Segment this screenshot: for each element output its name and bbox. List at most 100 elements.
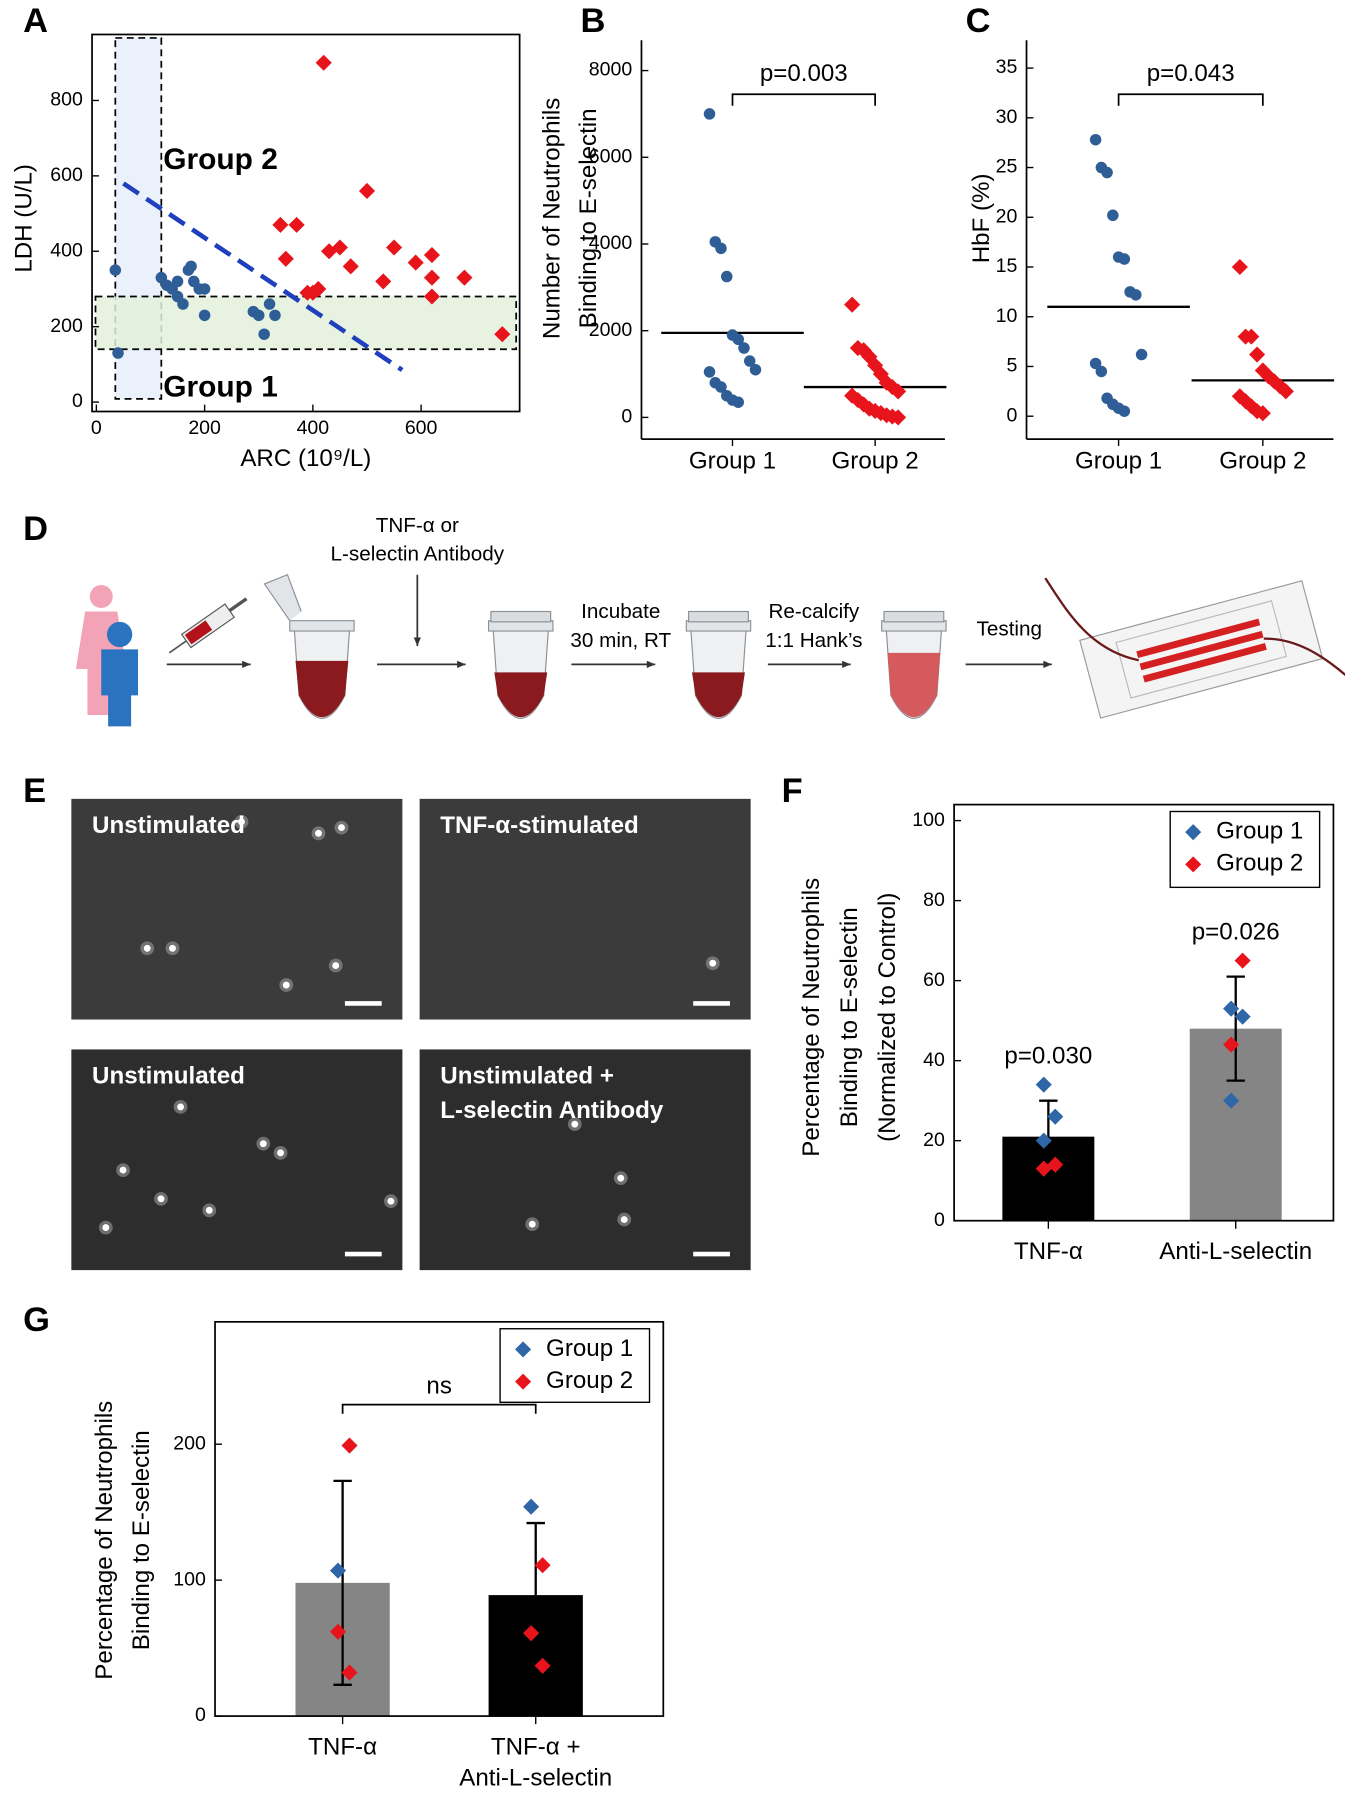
arrow-head: [842, 660, 851, 668]
y-tick-label: 6000: [589, 145, 633, 167]
tube-rim: [289, 620, 355, 632]
tube-cap: [688, 610, 749, 623]
panel-letter: F: [782, 772, 803, 810]
point: [1118, 405, 1131, 417]
y-axis-label: Number of Neutrophils: [538, 98, 565, 339]
plot-frame: [91, 33, 521, 413]
point: [109, 264, 122, 276]
y-tick-label: 40: [923, 1049, 945, 1071]
y-tick-label: 10: [996, 305, 1018, 327]
y-tick-label: 25: [996, 156, 1018, 178]
person-icon: [106, 621, 133, 648]
arrow-head: [1043, 660, 1052, 668]
group-label: Group 2: [163, 143, 278, 176]
image-label: TNF-α-stimulated: [440, 812, 638, 839]
device-channel: [1136, 618, 1261, 659]
cell: [143, 944, 151, 952]
point: [732, 333, 744, 346]
y-axis-label: HbF (%): [968, 173, 995, 263]
y-tick-label: 2000: [589, 319, 633, 341]
y-tick-label: 100: [173, 1568, 206, 1590]
point: [310, 280, 327, 298]
legend-frame: [499, 1328, 651, 1403]
device-chip: [1115, 600, 1288, 699]
device-channel: [1139, 630, 1264, 671]
cell: [169, 944, 176, 952]
point: [721, 270, 733, 283]
bar-annotation: p=0.030: [1004, 1042, 1092, 1069]
person-icon: [89, 585, 113, 609]
point: [523, 1625, 540, 1642]
point: [1234, 1008, 1251, 1025]
comparison-label: ns: [426, 1373, 451, 1400]
y-axis-label: Binding to E-selectin: [575, 108, 602, 328]
point: [743, 355, 756, 367]
point: [198, 309, 211, 322]
device-tubing: [1044, 577, 1139, 662]
error-bar: [333, 1479, 352, 1686]
panel-letter: D: [23, 510, 48, 548]
cell: [157, 1195, 165, 1203]
legend-label: Group 2: [546, 1367, 633, 1394]
tube-cap: [263, 573, 302, 622]
legend-label: Group 1: [546, 1335, 633, 1362]
point: [738, 342, 750, 354]
panel-letter: B: [581, 2, 606, 40]
diagram-text: Re-calcify: [769, 600, 860, 623]
point: [1089, 357, 1102, 370]
cell: [315, 829, 322, 837]
y-tick-label: 5: [1006, 355, 1017, 377]
point: [329, 1562, 347, 1579]
bar-annotation: p=0.026: [1192, 918, 1280, 945]
y-tick-label: 30: [996, 106, 1018, 128]
cell: [259, 1140, 267, 1148]
device-icon: [1044, 577, 1345, 719]
tube-cap: [883, 610, 945, 623]
point: [1223, 1000, 1240, 1017]
point: [1101, 166, 1113, 179]
x-tick-label: TNF-α: [308, 1734, 377, 1761]
y-band: [94, 295, 518, 351]
point: [112, 347, 124, 359]
legend-marker: [1185, 824, 1202, 841]
legend-marker: [515, 1341, 532, 1358]
diagram-text: Testing: [977, 617, 1043, 640]
image-label: Unstimulated: [92, 812, 245, 839]
legend-marker: [515, 1373, 532, 1390]
cell: [119, 1166, 127, 1174]
x-tick-label: 200: [188, 417, 221, 439]
y-axis-label: Percentage of Neutrophils: [91, 1401, 118, 1680]
diagram-text: TNF-α or: [376, 514, 459, 537]
arrow-head: [242, 660, 251, 668]
point: [534, 1657, 551, 1674]
point: [1130, 289, 1142, 301]
y-tick-label: 4000: [589, 232, 633, 254]
point: [749, 363, 762, 376]
x-tick-label: Anti-L-selectin: [1159, 1238, 1312, 1265]
point: [1089, 133, 1102, 146]
point: [1277, 383, 1294, 400]
y-axis-label: Percentage of Neutrophils: [798, 878, 825, 1157]
point: [703, 366, 716, 378]
cell: [709, 959, 717, 967]
micrographs: E Unstimulated TNF-α-stimulated Unstimulat…: [23, 772, 751, 1271]
y-tick-label: 200: [50, 315, 83, 337]
point: [1095, 365, 1108, 378]
error-bar: [1226, 975, 1245, 1082]
cell: [102, 1224, 110, 1232]
tube-liquid: [692, 672, 745, 718]
tube-liquid: [887, 652, 941, 718]
point: [171, 290, 184, 303]
image-label: Unstimulated: [92, 1062, 245, 1089]
cell: [238, 818, 245, 826]
point: [1254, 405, 1271, 422]
micrograph: [71, 798, 403, 1020]
diagram-text: 1:1 Hank’s: [765, 629, 862, 652]
arrow-head: [646, 660, 656, 668]
y-tick-label: 600: [50, 164, 83, 186]
x-tick-label: Anti-L-selectin: [459, 1765, 612, 1792]
y-axis-label: Binding to E-selectin: [128, 1430, 155, 1650]
point: [188, 275, 200, 288]
micrograph: [419, 798, 751, 1020]
